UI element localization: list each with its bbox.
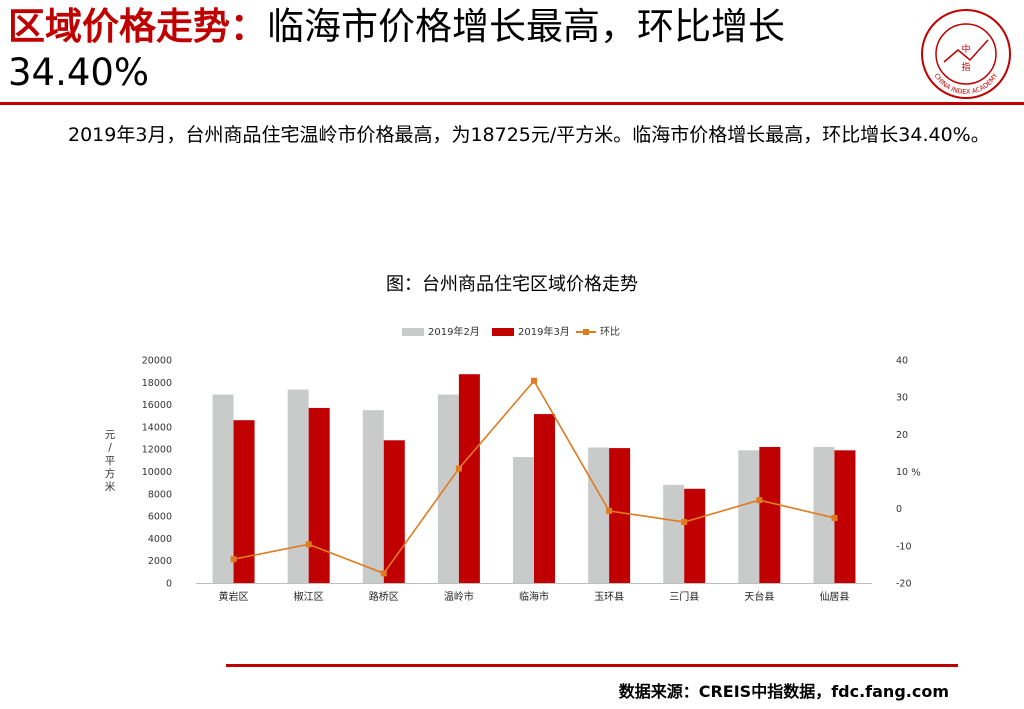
- bar-feb-7: [738, 450, 760, 583]
- bar-feb-1: [287, 389, 309, 583]
- y-tick-label-1: 2000: [148, 556, 172, 567]
- legend-label-0: 2019年2月: [428, 325, 480, 338]
- y-tick-label-0: 0: [166, 579, 172, 590]
- data-source: 数据来源：CREIS中指数据，fdc.fang.com: [618, 682, 949, 701]
- legend-marker-2: [583, 329, 589, 335]
- bar-mar-1: [308, 407, 330, 583]
- bar-feb-4: [513, 457, 534, 583]
- bar-mar-0: [233, 420, 255, 583]
- x-tick-label-6: 三门县: [669, 590, 699, 603]
- legend-label-2: 环比: [600, 326, 620, 338]
- y-axis-label: 元/平方米: [105, 429, 116, 493]
- bar-feb-5: [588, 447, 610, 583]
- y-tick-label-9: 18000: [142, 378, 172, 389]
- x-tick-label-1: 椒江区: [294, 590, 324, 603]
- legend-label-1: 2019年3月: [518, 325, 570, 338]
- y-tick-label-4: 8000: [148, 489, 172, 500]
- point-mom-5: [606, 507, 613, 514]
- y-tick-label-8: 16000: [142, 400, 172, 411]
- price-trend-chart: 2019年2月 2019年3月 环比 0 2000 4000 6000 8000 10000 12…: [105, 325, 921, 603]
- chart-title: 图：台州商品住宅区域价格走势: [386, 274, 638, 295]
- page-title: 区域价格走势：临海市价格增长最高，环比增长34.40%: [8, 4, 908, 96]
- bar-feb-6: [663, 484, 685, 583]
- point-mom-0: [230, 556, 237, 563]
- header-divider: [0, 102, 1024, 105]
- y-tick-label-6: 12000: [142, 445, 172, 456]
- legend-swatch-0: [402, 328, 424, 336]
- y2-tick-label-4: 20: [896, 430, 908, 441]
- x-tick-label-3: 温岭市: [444, 590, 474, 603]
- y2-tick-label-3: 10: [896, 467, 908, 478]
- bar-mar-4: [534, 414, 555, 583]
- y2-axis-label: %: [911, 468, 921, 479]
- legend-swatch-1: [492, 328, 514, 336]
- point-mom-2: [380, 570, 387, 577]
- bar-mar-2: [383, 440, 405, 583]
- x-tick-label-8: 仙居县: [819, 590, 849, 603]
- bar-mar-5: [609, 448, 631, 583]
- x-tick-label-2: 路桥区: [369, 590, 399, 603]
- point-mom-3: [455, 465, 462, 472]
- title-rest: 临海市价格增长最高，环比增长34.40%: [8, 5, 785, 94]
- title-highlight: 区域价格走势：: [8, 5, 267, 48]
- bar-feb-2: [362, 410, 384, 583]
- y2-tick-label-1: -10: [896, 541, 912, 552]
- y2-tick-label-2: 0: [896, 504, 902, 515]
- svg-text:指: 指: [961, 61, 970, 73]
- y-tick-label-3: 6000: [148, 512, 172, 523]
- bar-mar-3: [458, 374, 480, 583]
- x-tick-label-0: 黄岩区: [219, 590, 249, 603]
- y-tick-label-7: 14000: [142, 422, 172, 433]
- point-mom-8: [831, 514, 838, 521]
- svg-text:中: 中: [961, 43, 970, 55]
- bar-mar-8: [834, 450, 856, 583]
- x-tick-label-5: 玉环县: [594, 591, 624, 603]
- y-tick-label-2: 4000: [148, 534, 172, 545]
- china-index-academy-logo: 中 指 CHINA INDEX ACADEMY: [921, 9, 1011, 99]
- x-tick-label-4: 临海市: [519, 590, 549, 603]
- bar-feb-0: [212, 394, 234, 583]
- summary-paragraph: 2019年3月，台州商品住宅温岭市价格最高，为18725元/平方米。临海市价格增…: [68, 124, 990, 146]
- y-tick-label-10: 20000: [142, 356, 172, 367]
- point-mom-7: [756, 497, 763, 504]
- y2-tick-label-0: -20: [896, 579, 912, 590]
- y-tick-label-5: 10000: [142, 467, 172, 478]
- x-tick-label-7: 天台县: [744, 590, 774, 603]
- bar-feb-3: [437, 394, 459, 583]
- y2-tick-label-5: 30: [896, 393, 908, 404]
- bar-mar-7: [759, 446, 781, 583]
- y2-tick-label-6: 40: [896, 356, 908, 367]
- footer-divider: [226, 664, 958, 667]
- point-mom-4: [531, 377, 537, 384]
- point-mom-1: [305, 541, 312, 548]
- bar-mar-6: [684, 488, 706, 583]
- point-mom-6: [681, 519, 688, 526]
